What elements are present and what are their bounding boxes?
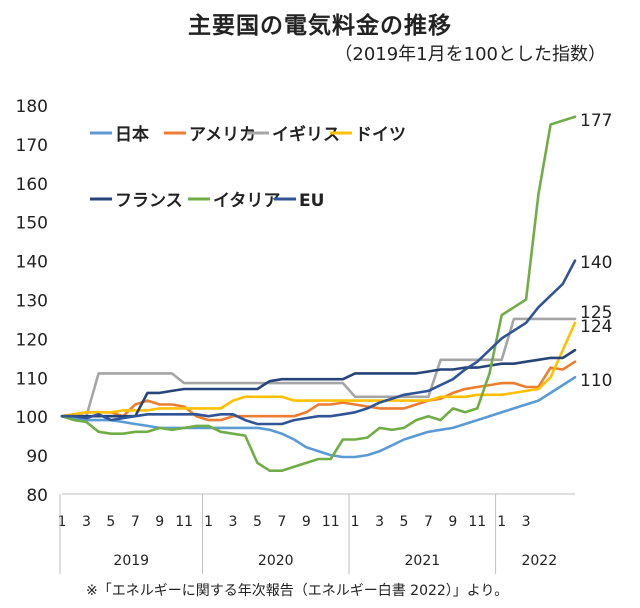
x-tick-label: 11 xyxy=(468,514,486,530)
y-tick-label: 110 xyxy=(16,369,48,389)
y-tick-label: 80 xyxy=(26,486,48,506)
x-tick-label: 1 xyxy=(58,514,67,530)
end-value-label: 124 xyxy=(580,317,612,337)
footnote: ※「エネルギーに関する年次報告（エネルギー白書 2022）」より。 xyxy=(86,583,509,599)
series-line-3 xyxy=(60,321,577,418)
y-tick-label: 140 xyxy=(16,253,48,273)
end-value-label: 140 xyxy=(580,253,612,273)
year-label: 2022 xyxy=(521,553,557,569)
x-tick-label: 1 xyxy=(351,514,360,530)
year-label: 2019 xyxy=(113,553,149,569)
y-tick-label: 90 xyxy=(26,447,48,467)
y-tick-label: 150 xyxy=(16,214,48,234)
y-tick-label: 160 xyxy=(16,175,48,195)
x-tick-label: 1 xyxy=(497,514,506,530)
chart-subtitle: （2019年1月を100とした指数） xyxy=(334,44,606,65)
y-tick-label: 170 xyxy=(16,136,48,156)
series-line-2 xyxy=(60,317,577,418)
x-tick-label: 9 xyxy=(448,514,457,530)
legend-entry: EU xyxy=(299,191,324,211)
x-tick-label: 3 xyxy=(229,514,238,530)
x-tick-label: 7 xyxy=(424,514,433,530)
legend-entry: イタリア xyxy=(213,191,280,211)
legend-entry: 日本 xyxy=(115,124,149,145)
x-tick-label: 11 xyxy=(322,514,340,530)
year-label: 2021 xyxy=(405,553,441,569)
x-tick-label: 9 xyxy=(155,514,164,530)
year-label: 2020 xyxy=(258,553,294,569)
series-line-4 xyxy=(60,348,577,418)
y-tick-label: 120 xyxy=(16,330,48,350)
legend-entry: イギリス xyxy=(272,125,340,145)
x-tick-label: 7 xyxy=(131,514,140,530)
x-tick-label: 3 xyxy=(82,514,91,530)
legend-entry: フランス xyxy=(115,191,183,211)
x-tick-label: 5 xyxy=(106,514,115,530)
end-value-label: 177 xyxy=(580,111,612,131)
legend-entry: ドイツ xyxy=(355,125,406,145)
chart-title: 主要国の電気料金の推移 xyxy=(188,13,452,39)
y-tick-label: 100 xyxy=(16,408,48,428)
series-line-5 xyxy=(60,115,577,473)
x-tick-label: 11 xyxy=(175,514,193,530)
series-line-1 xyxy=(60,360,577,422)
end-value-label: 110 xyxy=(580,371,612,391)
x-tick-label: 3 xyxy=(375,514,384,530)
y-tick-label: 130 xyxy=(16,292,48,312)
x-tick-label: 3 xyxy=(522,514,531,530)
end-value-label: 125 xyxy=(580,303,612,323)
series-line-0 xyxy=(60,375,577,459)
x-tick-label: 5 xyxy=(400,514,409,530)
x-tick-label: 1 xyxy=(204,514,213,530)
legend-entry: アメリカ xyxy=(189,125,256,145)
x-tick-label: 7 xyxy=(277,514,286,530)
x-tick-label: 9 xyxy=(302,514,311,530)
series-line-6 xyxy=(60,259,577,426)
y-tick-label: 180 xyxy=(16,97,48,117)
x-tick-label: 5 xyxy=(253,514,262,530)
